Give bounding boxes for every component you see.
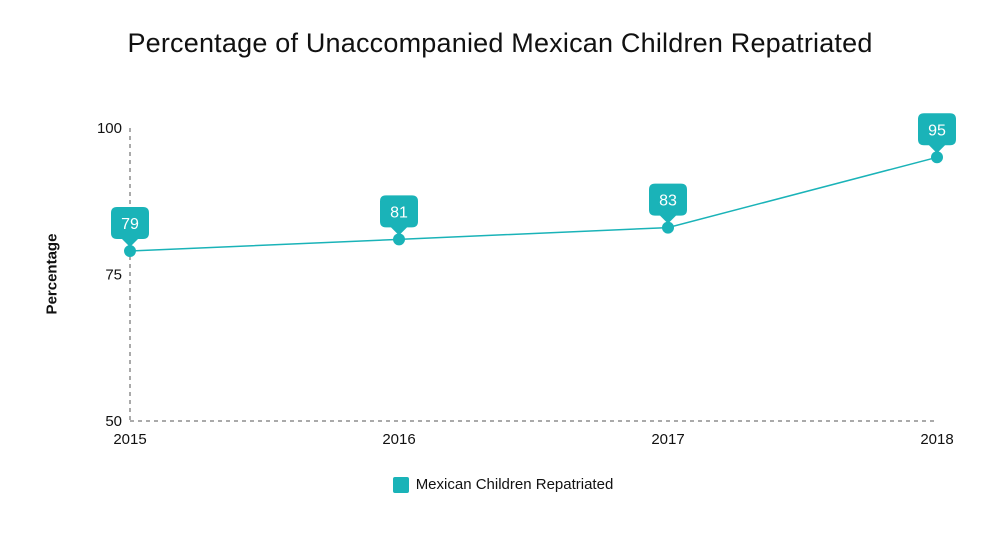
data-label-callout — [380, 195, 418, 236]
data-label-callout — [918, 113, 956, 154]
data-point[interactable] — [931, 151, 943, 164]
y-tick-label: 50 — [105, 413, 122, 430]
tick-labels: 50 75 100 2015 2016 2017 2018 — [97, 120, 954, 448]
series-line — [129, 156, 938, 252]
x-tick-label: 2015 — [113, 431, 146, 448]
x-tick-label: 2016 — [382, 431, 415, 448]
data-label-callout — [649, 183, 687, 224]
y-tick-label: 100 — [97, 120, 122, 137]
data-point[interactable] — [393, 233, 405, 246]
series-line-group — [124, 151, 943, 258]
data-label-callout — [111, 207, 149, 248]
data-point[interactable] — [124, 245, 136, 258]
legend-swatch — [392, 476, 409, 493]
data-labels: 79 81 83 95 — [111, 113, 956, 248]
data-label: 79 — [121, 216, 139, 233]
data-label: 81 — [390, 204, 408, 221]
y-tick-label: 75 — [105, 267, 122, 284]
legend-label: Mexican Children Repatriated — [415, 476, 614, 493]
data-point[interactable] — [662, 221, 674, 234]
x-tick-label: 2018 — [920, 431, 953, 448]
legend[interactable]: Mexican Children Repatriated — [0, 476, 1000, 493]
x-tick-label: 2017 — [651, 431, 684, 448]
data-label: 95 — [928, 122, 946, 139]
chart-title: Percentage of Unaccompanied Mexican Chil… — [127, 28, 873, 58]
axes — [129, 128, 937, 422]
data-label: 83 — [659, 193, 677, 210]
